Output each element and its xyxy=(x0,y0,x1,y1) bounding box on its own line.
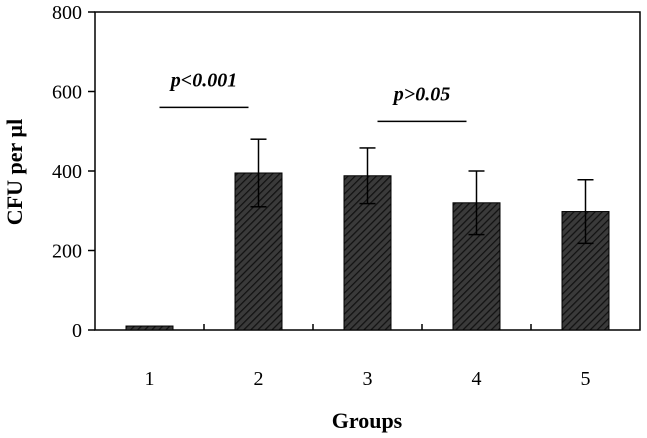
x-tick-label: 5 xyxy=(581,368,591,390)
significance-label: p>0.05 xyxy=(392,83,450,105)
y-axis-title: CFU per µl xyxy=(2,119,27,225)
bar-group-1 xyxy=(125,325,174,331)
x-axis-title: Groups xyxy=(332,408,403,433)
y-tick-label: 400 xyxy=(52,161,82,183)
y-tick-label: 200 xyxy=(52,241,82,263)
y-tick-label: 600 xyxy=(52,82,82,104)
y-tick-label: 800 xyxy=(52,2,82,24)
x-tick-label: 2 xyxy=(254,368,264,390)
significance-label: p<0.001 xyxy=(169,69,237,91)
x-tick-label: 4 xyxy=(472,368,482,390)
y-tick-label: 0 xyxy=(72,320,82,342)
x-tick-label: 1 xyxy=(145,368,155,390)
x-tick-label: 3 xyxy=(363,368,373,390)
